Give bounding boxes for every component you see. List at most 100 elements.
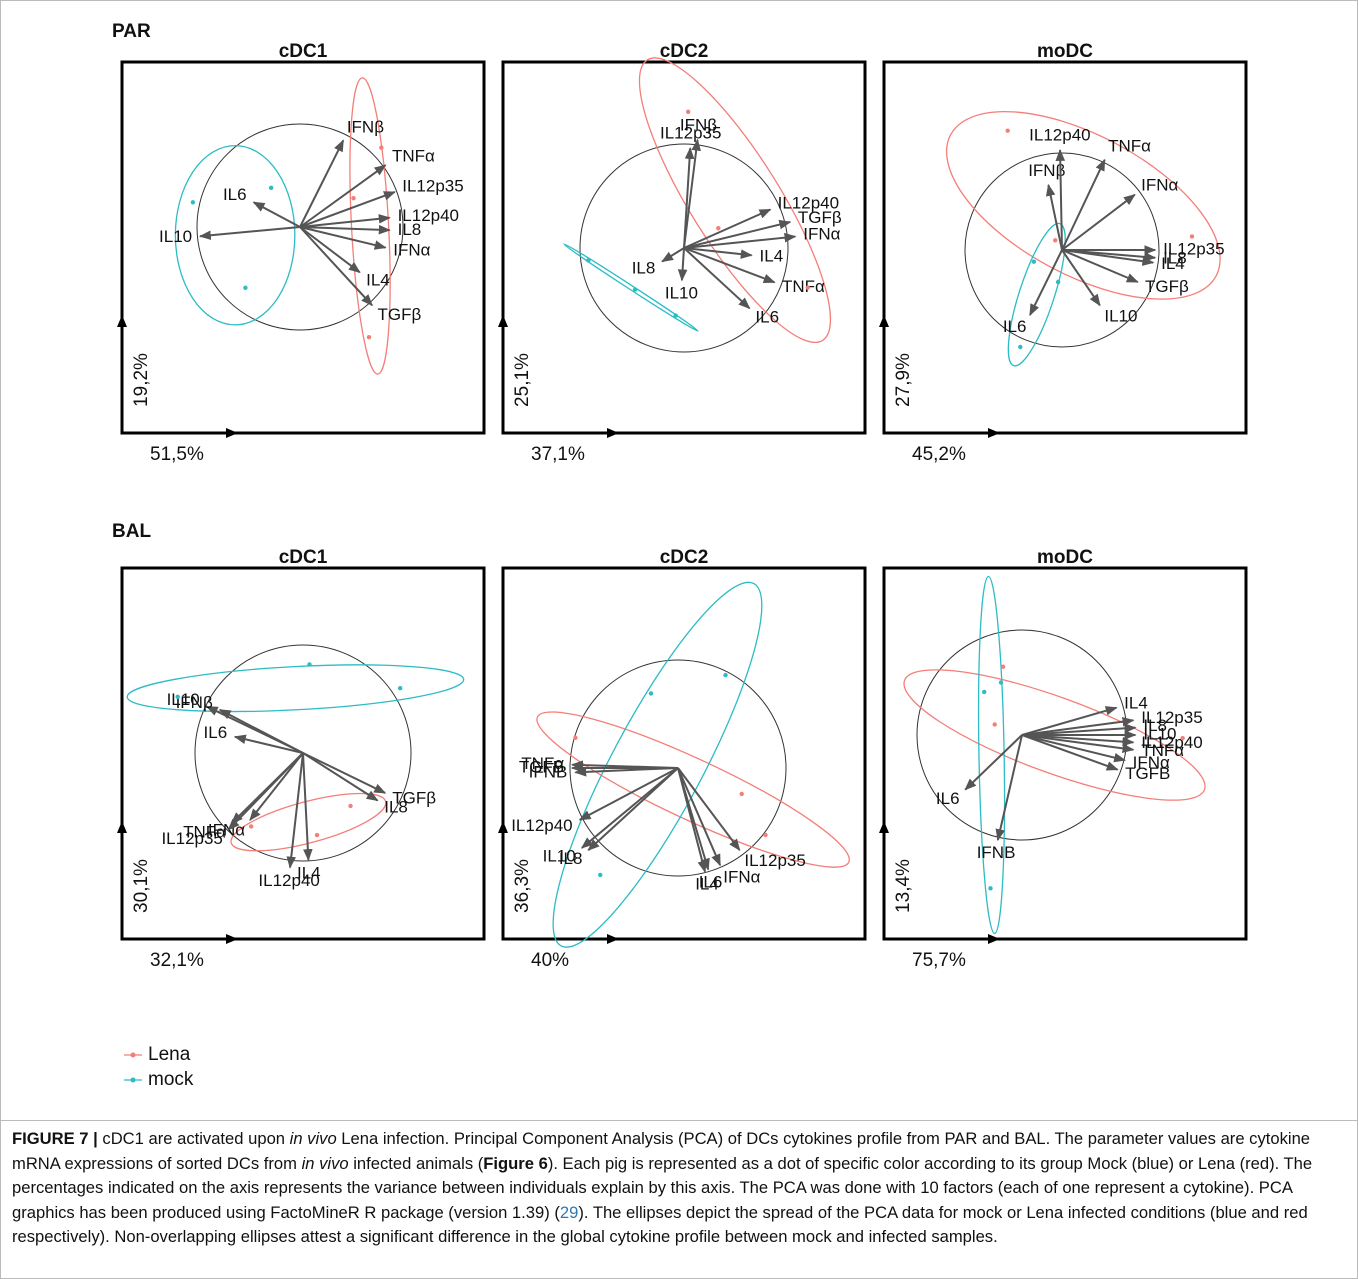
loading-arrow (683, 247, 776, 284)
panel-box (882, 566, 1248, 941)
variable-label: TGFB (1125, 764, 1170, 783)
sample-point (366, 335, 372, 340)
y-axis-label: 27,9% (893, 353, 914, 407)
variable-label: IFNB (977, 843, 1016, 862)
loading-arrow (1021, 706, 1118, 736)
loading-arrow (302, 752, 387, 794)
loading-arrow (299, 164, 387, 228)
variable-label: IL6 (699, 872, 723, 891)
loading-arrow (1021, 734, 1119, 771)
group-ellipse (1007, 222, 1066, 367)
panel-box (882, 60, 1248, 435)
caption-normal: cDC1 are activated upon (97, 1129, 290, 1148)
variable-label: IL12p40 (511, 816, 572, 835)
loading-arrow (299, 214, 391, 228)
variable-label: IL12p40 (1141, 733, 1202, 752)
panel-box (501, 60, 867, 435)
variable-label: IL12p35 (161, 829, 222, 848)
legend-label: mock (148, 1069, 194, 1090)
variable-label: TNFα (782, 277, 825, 296)
variable-label: IL6 (1003, 317, 1027, 336)
variable-label: IL10 (167, 690, 200, 709)
panel: moDC 75,7% 13,4% IL4IL12p35IL8IL10IL12p40TN… (879, 547, 1248, 971)
y-axis-arrow (117, 821, 127, 833)
loading-arrow (677, 767, 707, 873)
loading-arrow (1055, 148, 1066, 251)
sample-point (573, 735, 578, 740)
loading-arrow (1021, 716, 1135, 736)
sample-point (1053, 238, 1058, 243)
loading-arrow (683, 138, 701, 249)
sample-point (1180, 735, 1185, 741)
loading-arrow (299, 139, 345, 228)
variable-label: IFNβ (176, 693, 213, 712)
caption-bold: FIGURE 7 | (12, 1129, 98, 1148)
variable-label: TNFα (1141, 741, 1184, 760)
loading-arrow (683, 232, 797, 249)
caption-link[interactable]: 29 (559, 1202, 579, 1222)
variable-label: IL4 (297, 863, 321, 882)
y-axis-label: 36,3% (512, 859, 533, 913)
sample-point (1189, 234, 1195, 239)
variable-label: IFNα (803, 225, 840, 244)
panel-box (501, 566, 867, 941)
loading-arrow (198, 226, 301, 241)
variable-label: IL12p35 (1163, 239, 1224, 258)
y-axis-arrow (879, 315, 889, 327)
caption-bold: Figure 6 (483, 1153, 548, 1173)
sample-point (1031, 259, 1037, 264)
loading-arrow (1061, 249, 1155, 266)
sample-point (1018, 344, 1023, 350)
correlation-circle (196, 123, 404, 331)
y-axis-arrow (117, 315, 127, 327)
sample-point (648, 691, 654, 696)
x-axis-label: 51,5% (150, 444, 204, 465)
loading-arrow (252, 201, 301, 228)
panel-title: cDC1 (279, 547, 328, 568)
sample-point (982, 689, 987, 695)
sample-point (632, 287, 638, 292)
caption-italic: in vivo (301, 1153, 349, 1173)
group-ellipse (945, 111, 1221, 300)
sample-point (1055, 279, 1061, 285)
variable-label: IL12p40 (258, 871, 319, 890)
panel-title: moDC (1037, 41, 1093, 62)
y-axis-label: 13,4% (893, 859, 914, 913)
sample-point (243, 285, 248, 290)
x-axis-label: 32,1% (150, 950, 204, 971)
y-axis-arrow (498, 315, 508, 327)
loading-arrow (299, 191, 396, 228)
row-label: PAR (112, 21, 151, 42)
loading-arrow (964, 734, 1023, 791)
variable-label: IL8 (1163, 248, 1187, 267)
variable-label: IL4 (366, 270, 390, 289)
loading-arrow (299, 224, 391, 235)
x-axis-label: 45,2% (912, 444, 966, 465)
variable-label: TNFα (521, 754, 564, 773)
separator (0, 1120, 1358, 1121)
group-ellipse (126, 664, 465, 713)
correlation-circle (569, 659, 787, 877)
loading-arrow (1021, 734, 1127, 763)
y-axis-label: 25,1% (512, 353, 533, 407)
loading-arrow (286, 752, 304, 869)
variable-label: IL8 (559, 849, 583, 868)
loading-arrow (218, 708, 304, 754)
loading-arrow (1061, 193, 1136, 251)
variable-label: IL12p40 (398, 206, 459, 225)
loading-arrow (1021, 734, 1135, 747)
variable-label: TGFβ (1145, 277, 1189, 296)
caption-normal: ). The ellipses depict the spread of the… (12, 1202, 1308, 1247)
variable-label: IL10 (159, 227, 192, 246)
caption-normal: Lena infection. Principal Component Anal… (12, 1129, 1311, 1173)
loading-arrow (995, 734, 1023, 842)
variable-label: IL4 (1161, 254, 1185, 273)
correlation-circle (194, 644, 412, 862)
loading-arrow (233, 734, 304, 754)
x-axis-label: 40% (531, 950, 569, 971)
sample-point (1000, 664, 1006, 669)
variable-label: IL8 (398, 220, 422, 239)
loading-arrow (683, 208, 772, 249)
